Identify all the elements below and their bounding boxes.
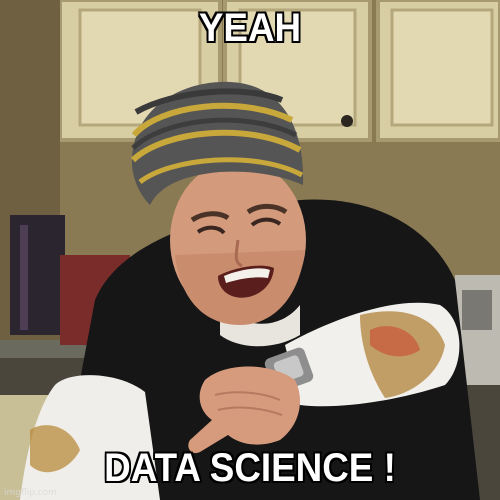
right-eye — [250, 217, 282, 227]
watermark: imgflip.com — [4, 488, 57, 498]
collar — [220, 305, 300, 347]
bottom-caption: DATA SCIENCE ! — [104, 446, 396, 490]
top-caption: YEAH — [198, 6, 302, 50]
pointing-hand — [188, 366, 300, 454]
left-eye — [196, 225, 226, 235]
jacket — [60, 199, 480, 500]
cabinet-knob — [341, 115, 353, 127]
books — [10, 215, 65, 335]
